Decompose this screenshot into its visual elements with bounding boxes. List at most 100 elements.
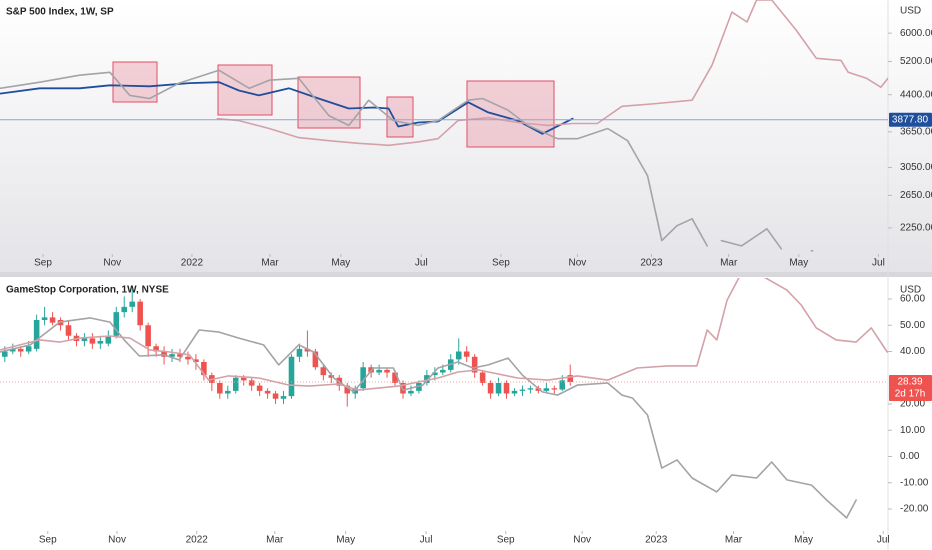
- candle-body: [440, 369, 446, 373]
- candle-body: [89, 338, 96, 344]
- candle-body: [240, 377, 247, 381]
- candle-body: [312, 351, 319, 368]
- x-tick-label: 2022: [181, 258, 204, 269]
- candle-body: [503, 383, 510, 394]
- candle-body: [296, 348, 303, 357]
- y-tick-label: 0.00: [900, 451, 920, 462]
- candle-body: [49, 317, 56, 323]
- candle-body: [360, 367, 366, 389]
- x-tick-label: Sep: [492, 258, 510, 269]
- candle-body: [185, 356, 191, 360]
- y-tick-label: -10.00: [900, 477, 929, 488]
- y-tick-label: 60.00: [900, 294, 925, 305]
- y-tick-label: 3650.00: [900, 126, 932, 137]
- series-line: [0, 317, 857, 519]
- x-tick-label: Mar: [720, 258, 738, 269]
- x-tick-label: 2022: [186, 535, 209, 546]
- y-tick-label: 4400.00: [900, 89, 932, 100]
- candle-body: [217, 383, 223, 394]
- x-tick-label: Mar: [261, 258, 279, 269]
- candle-body: [280, 396, 287, 399]
- candle-body: [129, 301, 135, 307]
- y-tick-label: 5200.00: [900, 56, 932, 67]
- candle-body: [1, 351, 8, 357]
- y-tick-label: -20.00: [900, 504, 929, 515]
- y-tick-label: 6000.00: [900, 28, 932, 39]
- candle-body: [17, 348, 24, 352]
- plot-area: [0, 0, 888, 252]
- x-tick-label: Jul: [877, 535, 890, 546]
- x-tick-label: Jul: [415, 258, 428, 269]
- x-tick-label: May: [794, 535, 813, 546]
- candle-body: [432, 372, 438, 376]
- candle-body: [320, 367, 327, 376]
- series-line: [720, 228, 783, 250]
- last-price-label: 28.39: [897, 377, 922, 388]
- x-tick-label: Nov: [108, 535, 126, 546]
- candle-body: [41, 317, 48, 320]
- x-tick-label: May: [789, 258, 808, 269]
- series-line: [0, 69, 708, 247]
- candle-body: [232, 377, 239, 391]
- candle-body: [153, 346, 159, 352]
- y-axis-label: USD: [900, 285, 921, 296]
- candle-body: [455, 351, 462, 360]
- candle-body: [145, 325, 151, 347]
- candle-body: [527, 388, 534, 390]
- plot-area: [0, 278, 888, 519]
- highlight-box: [217, 64, 273, 116]
- x-tick-label: Sep: [497, 535, 515, 546]
- candle-body: [408, 390, 414, 394]
- candle-body: [9, 348, 16, 352]
- candle-body: [193, 359, 199, 362]
- x-tick-label: Jul: [872, 258, 885, 269]
- candle-body: [105, 335, 112, 344]
- candle-body: [304, 348, 311, 352]
- candle-body: [248, 380, 255, 386]
- candle-body: [487, 383, 494, 394]
- y-tick-label: 2650.00: [900, 190, 932, 201]
- candle-body: [177, 354, 183, 357]
- y-axis-label: USD: [900, 6, 921, 17]
- x-tick-label: May: [336, 535, 355, 546]
- candle-body: [97, 341, 104, 344]
- x-tick-label: Sep: [39, 535, 57, 546]
- candle-body: [424, 375, 430, 383]
- top-pane-bg: [0, 0, 932, 272]
- candle-body: [33, 320, 40, 349]
- candle-body: [25, 346, 32, 352]
- y-tick-label: 40.00: [900, 346, 925, 357]
- candle-body: [384, 369, 390, 373]
- candle-body: [551, 388, 558, 390]
- pane-divider: [0, 272, 932, 277]
- highlight-box: [112, 61, 158, 103]
- y-tick-label: 10.00: [900, 425, 925, 436]
- candle-body: [121, 306, 128, 313]
- y-tick-label: 50.00: [900, 320, 925, 331]
- x-tick-label: Nov: [569, 258, 587, 269]
- candle-body: [392, 372, 398, 383]
- candle-body: [328, 375, 335, 378]
- x-tick-label: Mar: [266, 535, 284, 546]
- chart-title: S&P 500 Index, 1W, SP: [6, 7, 114, 18]
- last-price-label: 3877.80: [892, 114, 929, 125]
- candle-body: [567, 375, 574, 382]
- candle-body: [272, 393, 279, 399]
- candle-body: [511, 390, 518, 394]
- candle-body: [471, 356, 478, 373]
- candle-body: [495, 383, 502, 394]
- x-tick-label: 2023: [640, 258, 663, 269]
- x-tick-label: Nov: [573, 535, 591, 546]
- highlight-box: [386, 96, 414, 138]
- candle-body: [65, 325, 72, 336]
- candle-body: [113, 312, 120, 336]
- candle-body: [559, 380, 566, 390]
- countdown-label: 2d 17h: [895, 389, 926, 400]
- y-tick-label: 2250.00: [900, 223, 932, 234]
- x-tick-label: 2023: [645, 535, 668, 546]
- last-price-badge: [889, 374, 932, 401]
- chart-title: GameStop Corporation, 1W, NYSE: [6, 285, 169, 296]
- candle-body: [264, 390, 271, 394]
- candle-body: [519, 389, 526, 391]
- x-tick-label: Mar: [725, 535, 743, 546]
